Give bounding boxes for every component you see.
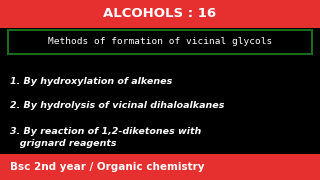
Text: Methods of formation of vicinal glycols: Methods of formation of vicinal glycols (48, 37, 272, 46)
Text: 3. By reaction of 1,2-diketones with
   grignard reagents: 3. By reaction of 1,2-diketones with gri… (10, 127, 201, 148)
FancyBboxPatch shape (0, 0, 320, 28)
Text: ALCOHOLS : 16: ALCOHOLS : 16 (103, 7, 217, 21)
Text: Bsc 2nd year / Organic chemistry: Bsc 2nd year / Organic chemistry (10, 162, 204, 172)
Text: 2. By hydrolysis of vicinal dihaloalkanes: 2. By hydrolysis of vicinal dihaloalkane… (10, 101, 224, 110)
Text: 1. By hydroxylation of alkenes: 1. By hydroxylation of alkenes (10, 77, 172, 86)
FancyBboxPatch shape (0, 154, 320, 180)
